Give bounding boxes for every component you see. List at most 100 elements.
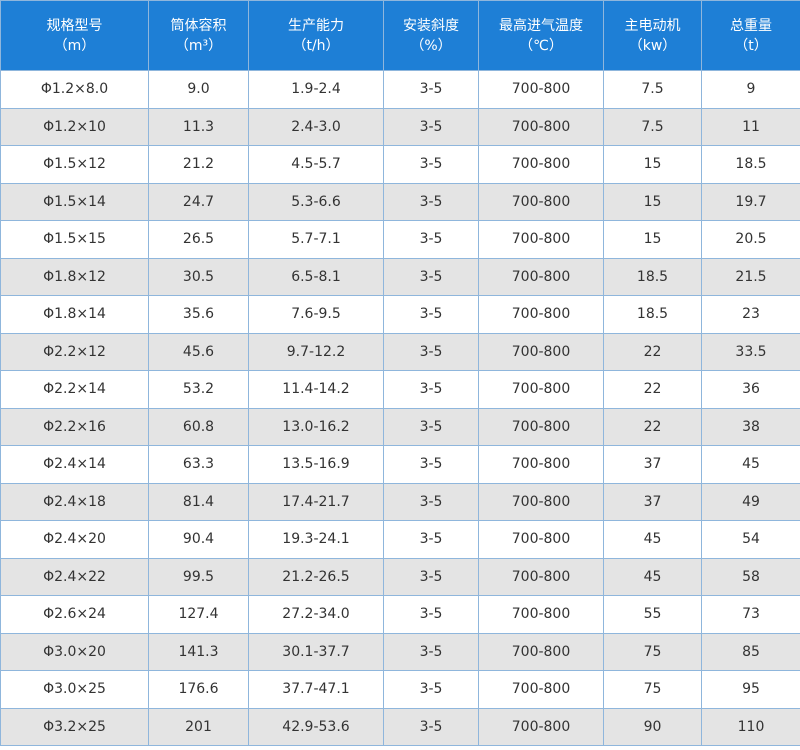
table-cell: 176.6 — [148, 670, 249, 709]
table-cell: 5.3-6.6 — [248, 182, 384, 221]
table-cell: 3-5 — [383, 482, 479, 521]
table-cell: Φ2.2×14 — [0, 370, 149, 409]
table-cell: 13.5-16.9 — [248, 445, 384, 484]
table-cell: 95 — [701, 670, 800, 709]
table-cell: 700-800 — [478, 482, 604, 521]
table-cell: 7.6-9.5 — [248, 295, 384, 334]
table-cell: 6.5-8.1 — [248, 257, 384, 296]
table-cell: 22 — [603, 407, 702, 446]
table-row: Φ1.2×10 11.3 2.4-3.0 3-5 700-800 7.5 11 — [0, 107, 800, 146]
table-cell: 1.9-2.4 — [248, 70, 384, 109]
table-cell: 75 — [603, 632, 702, 671]
table-cell: 45 — [603, 557, 702, 596]
table-cell: 3-5 — [383, 595, 479, 634]
table-cell: 3-5 — [383, 107, 479, 146]
table-cell: 3-5 — [383, 220, 479, 259]
header-text: （kw） — [628, 37, 677, 54]
header-text: （m） — [53, 37, 96, 54]
table-cell: 700-800 — [478, 370, 604, 409]
table-cell: 30.1-37.7 — [248, 632, 384, 671]
table-cell: 19.3-24.1 — [248, 520, 384, 559]
table-cell: 3-5 — [383, 407, 479, 446]
table-row: Φ1.2×8.0 9.0 1.9-2.4 3-5 700-800 7.5 9 — [0, 70, 800, 109]
table-cell: Φ1.5×15 — [0, 220, 149, 259]
table-cell: 3-5 — [383, 257, 479, 296]
table-cell: 17.4-21.7 — [248, 482, 384, 521]
header-text: 最高进气温度 — [499, 17, 583, 34]
header-cell: 生产能力 （t/h） — [248, 0, 384, 71]
table-cell: 26.5 — [148, 220, 249, 259]
table-cell: 2.4-3.0 — [248, 107, 384, 146]
table-cell: Φ2.2×16 — [0, 407, 149, 446]
header-row: 规格型号 （m） 筒体容积 （m³） 生产能力 （t/h） 安装斜度 （%） 最高进气温度 （℃）… — [0, 0, 800, 71]
table-cell: 4.5-5.7 — [248, 145, 384, 184]
table-cell: Φ1.5×14 — [0, 182, 149, 221]
table-cell: 22 — [603, 370, 702, 409]
table-cell: 45 — [701, 445, 800, 484]
table-cell: 81.4 — [148, 482, 249, 521]
header-text: （t/h） — [292, 37, 340, 54]
table-cell: 35.6 — [148, 295, 249, 334]
table-cell: Φ1.8×14 — [0, 295, 149, 334]
table-cell: 21.2 — [148, 145, 249, 184]
table-cell: 33.5 — [701, 332, 800, 371]
table-cell: 700-800 — [478, 332, 604, 371]
table-cell: 700-800 — [478, 257, 604, 296]
table-cell: 37 — [603, 482, 702, 521]
table-cell: 5.7-7.1 — [248, 220, 384, 259]
table-cell: 3-5 — [383, 70, 479, 109]
table-cell: 58 — [701, 557, 800, 596]
table-cell: 55 — [603, 595, 702, 634]
table-cell: Φ1.2×10 — [0, 107, 149, 146]
table-cell: 700-800 — [478, 557, 604, 596]
table-cell: 54 — [701, 520, 800, 559]
table-cell: 22 — [603, 332, 702, 371]
table-cell: 63.3 — [148, 445, 249, 484]
header-text: 安装斜度 — [403, 17, 459, 34]
table-row: Φ1.5×15 26.5 5.7-7.1 3-5 700-800 15 20.5 — [0, 220, 800, 259]
header-text: 总重量 — [730, 17, 772, 34]
table-cell: 3-5 — [383, 295, 479, 334]
table-row: Φ2.4×22 99.5 21.2-26.5 3-5 700-800 45 58 — [0, 557, 800, 596]
table-cell: Φ2.4×22 — [0, 557, 149, 596]
table-row: Φ3.0×25 176.6 37.7-47.1 3-5 700-800 75 95 — [0, 670, 800, 709]
table-cell: 9.0 — [148, 70, 249, 109]
table-cell: 700-800 — [478, 707, 604, 746]
table-cell: 27.2-34.0 — [248, 595, 384, 634]
table-cell: Φ2.4×14 — [0, 445, 149, 484]
table-cell: 15 — [603, 182, 702, 221]
table-cell: 127.4 — [148, 595, 249, 634]
table-row: Φ3.2×25 201 42.9-53.6 3-5 700-800 90 110 — [0, 707, 800, 746]
table-cell: 18.5 — [603, 295, 702, 334]
table-cell: 38 — [701, 407, 800, 446]
table-cell: 11.4-14.2 — [248, 370, 384, 409]
table-cell: 49 — [701, 482, 800, 521]
table-cell: Φ2.2×12 — [0, 332, 149, 371]
table-cell: 18.5 — [603, 257, 702, 296]
table-cell: 3-5 — [383, 707, 479, 746]
table-cell: 18.5 — [701, 145, 800, 184]
table-row: Φ1.8×12 30.5 6.5-8.1 3-5 700-800 18.5 21.5 — [0, 257, 800, 296]
table-row: Φ1.5×12 21.2 4.5-5.7 3-5 700-800 15 18.5 — [0, 145, 800, 184]
table-cell: 700-800 — [478, 70, 604, 109]
table-cell: 37.7-47.1 — [248, 670, 384, 709]
table-cell: 11 — [701, 107, 800, 146]
table-cell: 30.5 — [148, 257, 249, 296]
table-cell: Φ1.8×12 — [0, 257, 149, 296]
table-cell: 700-800 — [478, 632, 604, 671]
table-cell: 700-800 — [478, 407, 604, 446]
header-text: （%） — [410, 37, 452, 54]
table-cell: 21.2-26.5 — [248, 557, 384, 596]
table-cell: 73 — [701, 595, 800, 634]
table-cell: 3-5 — [383, 670, 479, 709]
table-cell: 36 — [701, 370, 800, 409]
table-row: Φ1.5×14 24.7 5.3-6.6 3-5 700-800 15 19.7 — [0, 182, 800, 221]
table-row: Φ3.0×20 141.3 30.1-37.7 3-5 700-800 75 85 — [0, 632, 800, 671]
table-cell: 700-800 — [478, 295, 604, 334]
table-row: Φ2.4×20 90.4 19.3-24.1 3-5 700-800 45 54 — [0, 520, 800, 559]
header-text: 筒体容积 — [170, 17, 227, 34]
header-text: （t） — [734, 37, 768, 54]
header-cell: 总重量 （t） — [701, 0, 800, 71]
header-cell: 最高进气温度 （℃） — [478, 0, 604, 71]
